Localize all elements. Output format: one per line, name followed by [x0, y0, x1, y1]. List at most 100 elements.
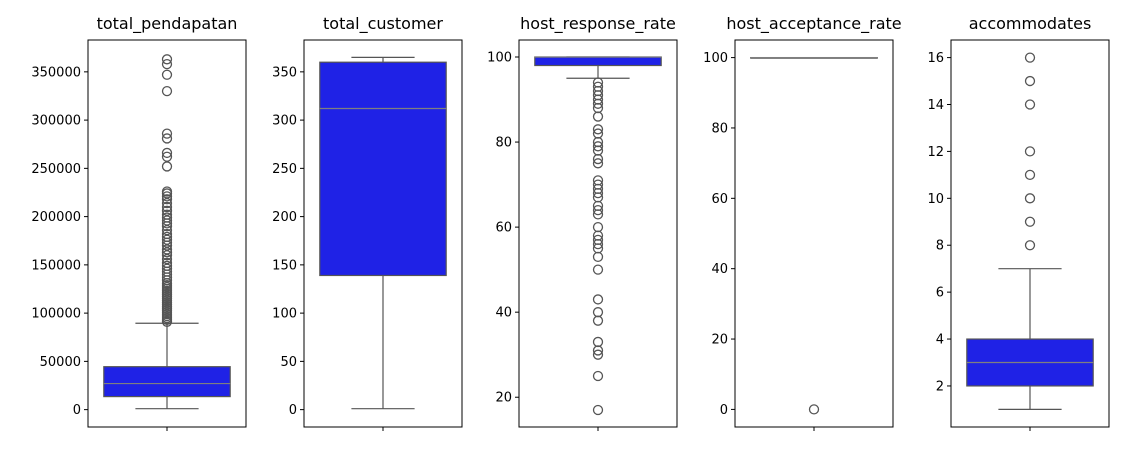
outlier-point: [592, 128, 604, 139]
outlier-point: [161, 234, 173, 245]
outlier-point: [161, 85, 173, 97]
outlier-point: [161, 54, 173, 65]
outlier-point: [161, 250, 173, 261]
y-tick-label: 250000: [31, 162, 81, 177]
y-tick-label: 20: [495, 391, 512, 406]
outlier-point: [1024, 52, 1036, 63]
outlier-point: [592, 124, 604, 135]
outlier-point: [1024, 169, 1036, 181]
y-tick-label: 100: [487, 51, 512, 66]
y-tick-label: 60: [711, 192, 728, 207]
outlier-point: [592, 81, 604, 92]
y-tick-label: 10: [927, 192, 944, 207]
iqr-box: [534, 56, 662, 67]
subplot-4: host_acceptance_rate 0 20 40 60 80 100: [703, 14, 902, 431]
axes-frame: [734, 39, 894, 428]
outlier-point: [161, 128, 173, 139]
y-tick-label: 350: [272, 65, 297, 80]
outlier-point: [161, 224, 173, 236]
outlier-point: [592, 370, 604, 382]
outlier-point: [161, 257, 173, 269]
outlier-point: [808, 404, 820, 415]
axes-frame: [87, 39, 247, 428]
outlier-point: [592, 204, 604, 216]
outlier-point: [161, 161, 173, 172]
outlier-point: [592, 349, 604, 360]
outlier-point: [161, 247, 173, 258]
outlier-point: [592, 158, 604, 169]
y-tick-label: 100: [703, 51, 728, 66]
axes-frame: [303, 39, 463, 428]
outlier-point: [161, 253, 173, 265]
y-tick-label: 16: [927, 51, 944, 66]
y-tick-label: 6: [936, 286, 944, 301]
outlier-point: [161, 244, 173, 255]
outlier-point: [1024, 240, 1036, 251]
outlier-point: [161, 205, 173, 216]
outlier-point: [161, 58, 173, 70]
y-tick-label: 50: [280, 355, 297, 370]
y-tick-label: 12: [927, 145, 944, 160]
y-tick-label: 0: [73, 403, 81, 418]
y-tick-label: 0: [289, 403, 297, 418]
y-tick-label: 200: [272, 210, 297, 225]
outlier-point: [1024, 216, 1036, 227]
y-tick-label: 250: [272, 162, 297, 177]
y-tick-label: 300: [272, 114, 297, 129]
outlier-point: [592, 251, 604, 263]
y-tick-label: 80: [495, 136, 512, 151]
y-tick-label: 0: [720, 403, 728, 418]
y-tick-label: 100: [272, 307, 297, 322]
subplot-title: host_response_rate: [520, 14, 676, 34]
subplot-1: total_pendapatan 0 50000 100000 150000 200000…: [31, 14, 247, 431]
y-tick-label: 60: [495, 221, 512, 236]
outlier-point: [592, 315, 604, 326]
outlier-point: [1024, 99, 1036, 110]
outlier-point: [1024, 146, 1036, 157]
iqr-box: [103, 366, 231, 398]
outlier-point: [161, 186, 173, 197]
outlier-point: [161, 215, 173, 226]
outlier-point: [161, 147, 173, 159]
axes-frame: [950, 39, 1110, 428]
subplot-3: host_response_rate 20 40 60 80 100: [487, 14, 678, 431]
outlier-point: [161, 194, 173, 205]
outlier-point: [161, 212, 173, 223]
outlier-point: [592, 77, 604, 88]
iqr-box: [319, 61, 447, 277]
outlier-point: [161, 151, 173, 162]
outlier-point: [161, 191, 173, 202]
outlier-point: [161, 260, 173, 271]
axes-frame: [518, 39, 678, 428]
outlier-point: [161, 197, 173, 209]
outlier-point: [161, 263, 173, 274]
y-tick-label: 50000: [40, 355, 81, 370]
y-tick-label: 80: [711, 121, 728, 136]
subplot-title: host_acceptance_rate: [726, 14, 901, 34]
outlier-point: [161, 133, 173, 144]
outlier-point: [592, 336, 604, 348]
outlier-point: [592, 264, 604, 275]
outlier-point: [161, 209, 173, 220]
y-tick-label: 14: [927, 98, 944, 113]
y-tick-label: 4: [936, 333, 944, 348]
outlier-point: [592, 294, 604, 305]
outlier-point: [161, 231, 173, 243]
outlier-point: [592, 111, 604, 122]
y-tick-label: 200000: [31, 210, 81, 225]
outlier-point: [592, 141, 604, 152]
subplot-5: accommodates 2 4 6 8 10 12 14 16: [927, 14, 1110, 431]
outlier-point: [1024, 75, 1036, 87]
subplot-title: total_pendapatan: [97, 14, 238, 34]
y-tick-label: 40: [495, 306, 512, 321]
outlier-point: [161, 228, 173, 240]
y-tick-label: 2: [936, 379, 944, 394]
subplot-title: accommodates: [969, 14, 1092, 33]
y-tick-label: 300000: [31, 114, 81, 129]
outlier-point: [592, 221, 604, 233]
y-tick-label: 150000: [31, 258, 81, 273]
outlier-point: [592, 234, 604, 246]
y-tick-label: 100000: [31, 307, 81, 322]
y-tick-label: 8: [936, 239, 944, 254]
